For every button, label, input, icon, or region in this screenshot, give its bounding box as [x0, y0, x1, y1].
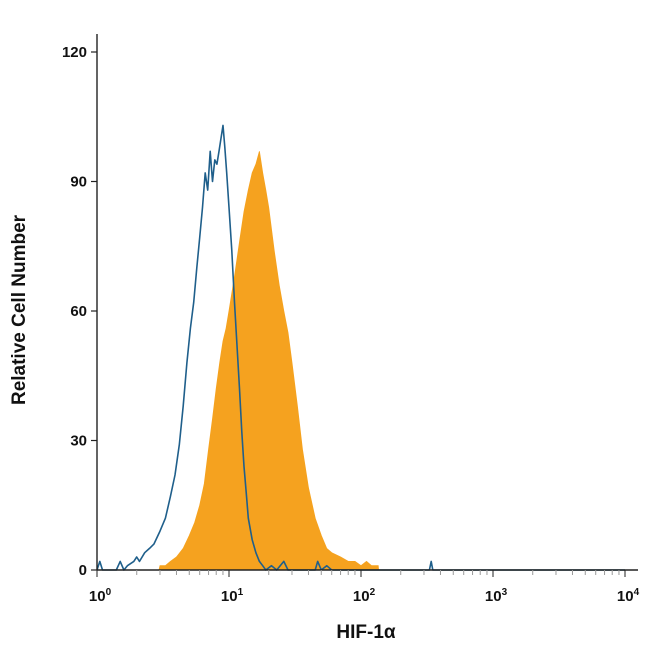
- x-tick-label: 102: [353, 587, 376, 605]
- y-axis-title: Relative Cell Number: [9, 214, 30, 405]
- y-tick-label: 30: [70, 433, 87, 450]
- y-tick-label: 0: [79, 562, 87, 579]
- x-tick-label: 104: [617, 587, 640, 605]
- tick-label-layer: 0 30 60 90 120 100 101 102 103 104: [62, 44, 640, 605]
- x-tick-label: 101: [221, 587, 244, 605]
- x-tick-label: 103: [485, 587, 508, 605]
- histogram-outline-series: [96, 124, 625, 571]
- series-layer: [96, 124, 625, 571]
- y-tick-label: 90: [70, 174, 87, 191]
- y-tick-label: 60: [70, 303, 87, 320]
- x-tick-label: 100: [89, 587, 112, 605]
- plot-area: 0 30 60 90 120 100 101 102 103 104: [62, 34, 640, 605]
- x-axis-title: HIF-1α: [336, 622, 396, 643]
- axes-layer: [91, 34, 638, 577]
- histogram-filled-series: [158, 151, 380, 571]
- y-tick-label: 120: [62, 44, 87, 61]
